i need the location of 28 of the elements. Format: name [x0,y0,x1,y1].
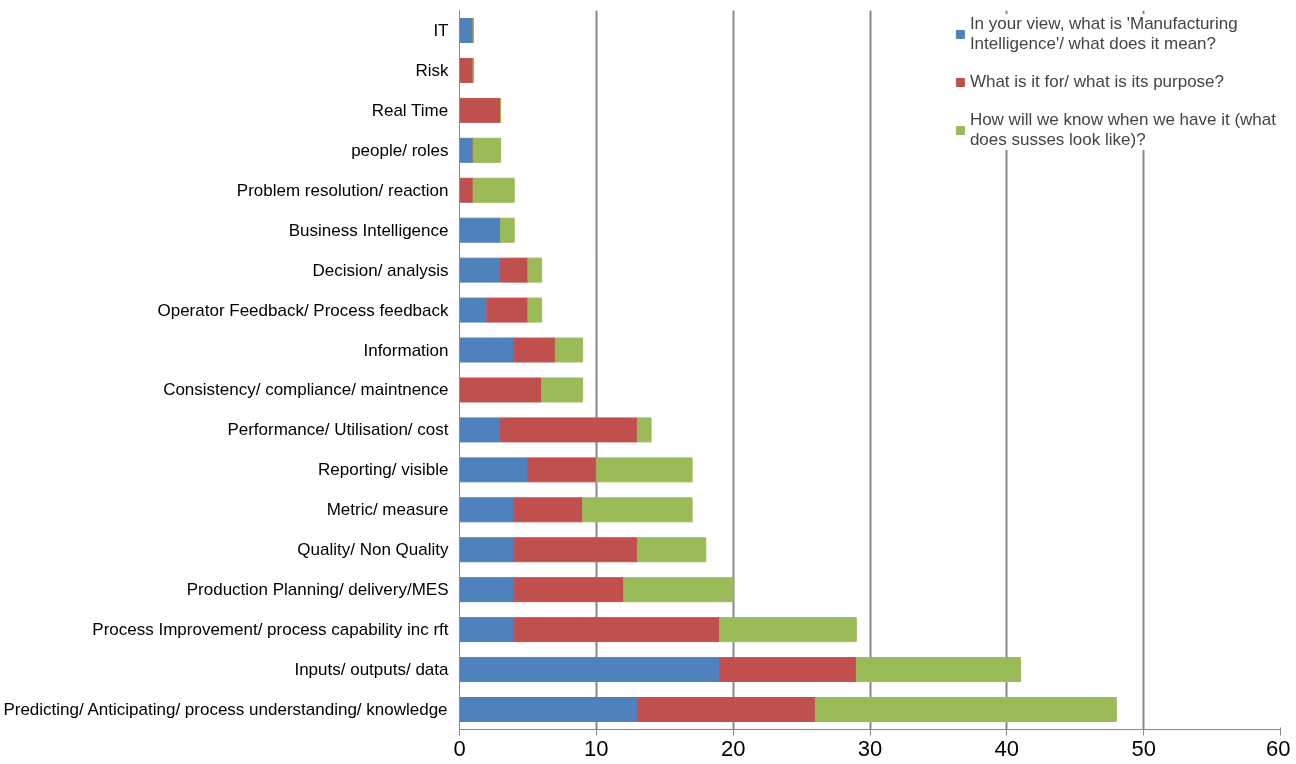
y-tick-label: Predicting/ Anticipating/ process understanding/ knowledge [3,700,448,720]
y-tick-label: Production Planning/ delivery/MES [186,580,449,600]
y-tick-label: Decision/ analysis [312,260,449,280]
y-tick-label: Real Time [371,100,449,120]
y-tick-label: Risk [415,60,449,80]
y-tick-label: Process Improvement/ process capability inc rft [92,620,449,640]
x-tick-label: 60 [1266,735,1291,761]
y-tick-label: IT [433,20,449,40]
y-tick-label: people/ roles [351,140,449,160]
x-tick-label: 0 [453,735,466,761]
y-tick-label: Metric/ measure [326,500,449,520]
legend-label: How will we know when we have it (what does susses look like)? [969,110,1276,150]
legend-label: What is it for/ what is its purpose? [969,72,1225,92]
y-tick-label: Problem resolution/ reaction [236,180,449,200]
x-tick-label: 50 [1131,735,1156,761]
x-tick-label: 30 [857,735,883,761]
legend-label: In your view, what is 'Manufacturing Intelligence'/ what does it mean? [969,14,1238,54]
y-tick-label: Operator Feedback/ Process feedback [157,300,449,320]
x-tick-label: 10 [584,735,609,761]
y-tick-label: Business Intelligence [288,220,449,240]
y-tick-label: Inputs/ outputs/ data [294,660,450,680]
x-tick-label: 40 [994,735,1020,761]
y-tick-label: Performance/ Utilisation/ cost [227,420,449,440]
y-tick-label: Information [363,340,449,360]
y-tick-label: Quality/ Non Quality [297,540,449,560]
y-tick-label: Reporting/ visible [318,460,449,480]
x-tick-label: 20 [720,735,746,761]
y-tick-label: Consistency/ compliance/ maintnence [163,380,449,400]
